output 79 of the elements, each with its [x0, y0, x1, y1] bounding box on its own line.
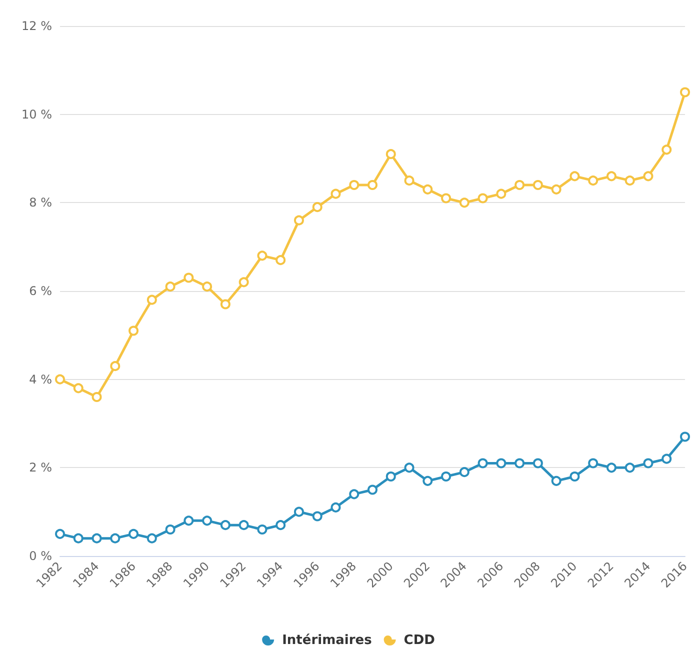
point [146, 294, 157, 305]
point [238, 520, 249, 530]
point [184, 516, 194, 526]
point [220, 520, 230, 530]
point [422, 476, 433, 486]
y-tick-label: 10 % [22, 107, 52, 122]
y-tick-label: 0 % [29, 549, 52, 563]
point [55, 528, 65, 539]
point [294, 215, 304, 226]
point [349, 180, 360, 190]
point [257, 250, 268, 261]
point [330, 502, 341, 512]
point [92, 533, 102, 544]
y-tick-label: 4 % [29, 372, 52, 386]
point [643, 458, 654, 468]
point [662, 144, 672, 155]
point [624, 462, 635, 473]
point [55, 374, 65, 384]
point [404, 462, 414, 473]
point [459, 198, 470, 208]
point [496, 188, 506, 199]
y-tick-label: 12 % [22, 19, 52, 33]
point [165, 524, 176, 534]
point [532, 458, 543, 468]
y-tick-label: 6 % [29, 284, 52, 298]
point [128, 326, 139, 336]
point [478, 193, 488, 204]
point [238, 277, 249, 288]
point [349, 489, 360, 500]
point [312, 511, 322, 522]
point [202, 516, 212, 526]
point [110, 361, 120, 372]
point [146, 533, 157, 544]
point [386, 149, 396, 160]
y-tick-label: 8 % [29, 196, 52, 210]
point [312, 202, 322, 212]
point [128, 528, 139, 539]
point [294, 506, 304, 517]
point [570, 472, 580, 482]
point [551, 184, 562, 194]
point [165, 282, 176, 292]
point [441, 193, 452, 204]
point [330, 188, 341, 199]
point [92, 392, 102, 402]
point [220, 299, 230, 310]
point [422, 184, 433, 194]
point [588, 458, 598, 468]
point [276, 520, 286, 530]
point [662, 454, 672, 464]
point [110, 533, 120, 544]
point [514, 180, 525, 190]
point [643, 171, 654, 182]
point [368, 484, 378, 495]
point [73, 533, 84, 544]
point [184, 272, 194, 283]
point [532, 180, 543, 190]
point [496, 458, 506, 468]
legend-label: Intérimaires [282, 633, 372, 648]
point [73, 383, 84, 394]
point [202, 282, 212, 292]
point [624, 176, 635, 186]
point [514, 458, 525, 468]
point [588, 176, 598, 186]
point [680, 432, 690, 442]
point [606, 171, 616, 182]
point [441, 472, 452, 482]
point [570, 171, 580, 182]
point [386, 472, 396, 482]
point [368, 180, 378, 190]
legend-label: CDD [404, 633, 436, 648]
point [680, 87, 690, 98]
point [478, 458, 488, 468]
point [257, 524, 268, 534]
point [606, 462, 616, 473]
point [551, 476, 562, 486]
point [404, 176, 414, 186]
point [459, 467, 470, 478]
y-tick-label: 2 % [29, 460, 52, 475]
point [276, 255, 286, 266]
